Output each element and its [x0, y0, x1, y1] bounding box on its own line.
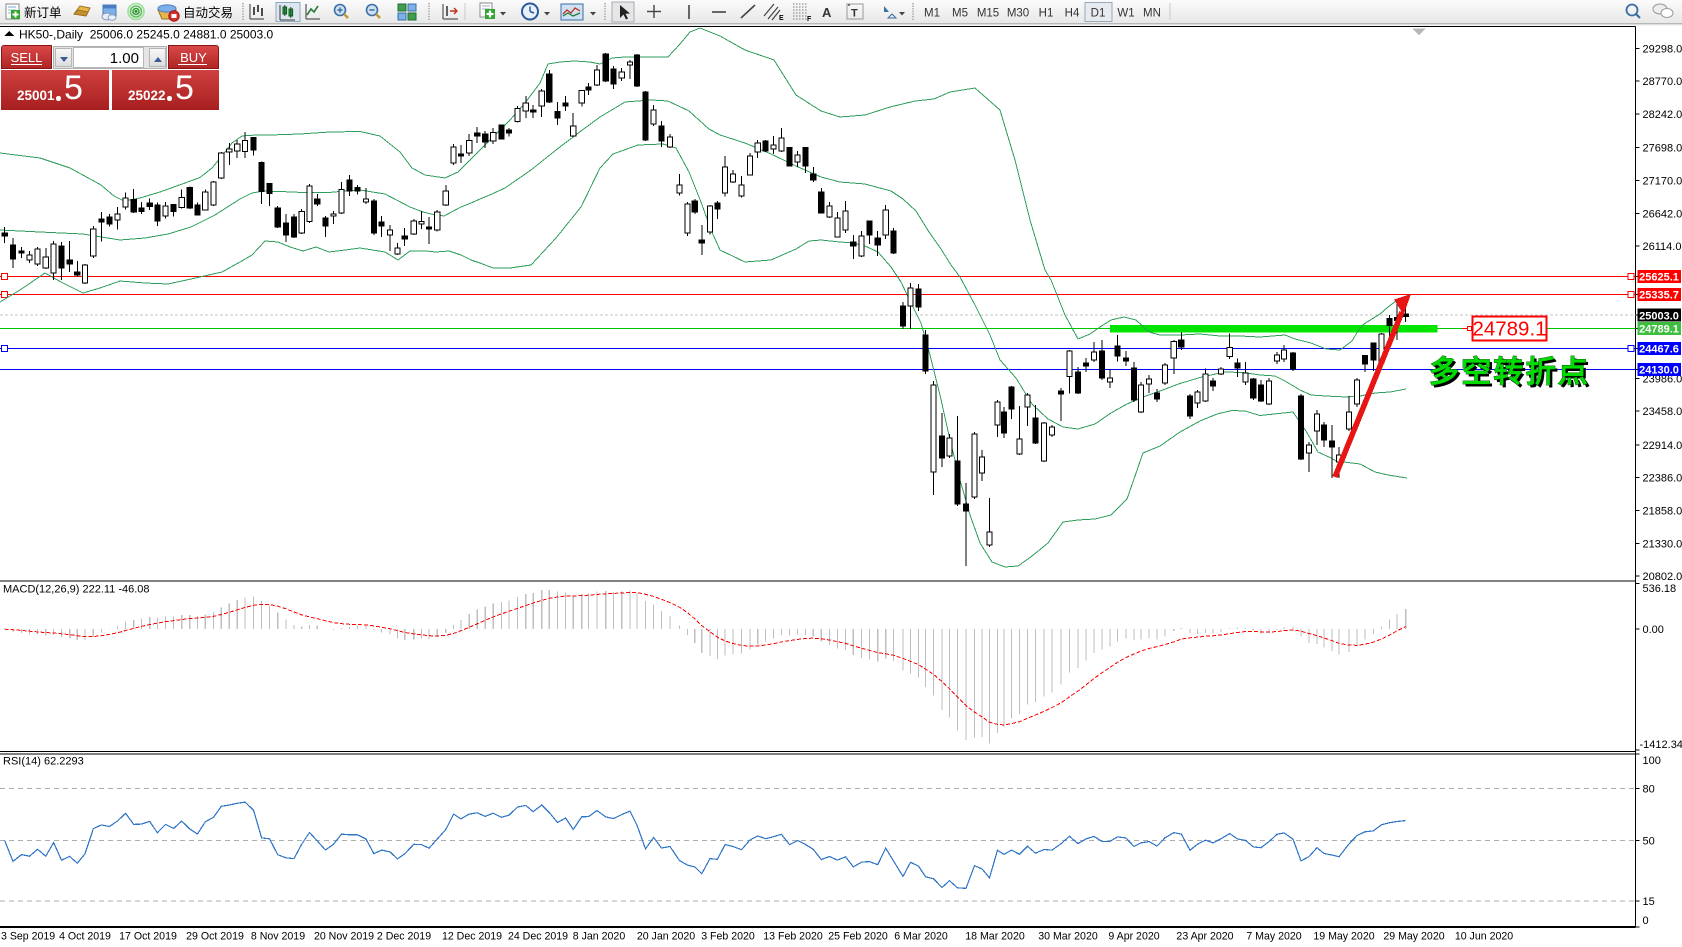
svg-text:30 Mar 2020: 30 Mar 2020 — [1038, 931, 1098, 943]
svg-text:18 Mar 2020: 18 Mar 2020 — [965, 931, 1025, 943]
svg-text:D1: D1 — [1091, 8, 1106, 20]
svg-text:23458.0: 23458.0 — [1643, 406, 1682, 418]
svg-text:24789.1: 24789.1 — [1472, 318, 1546, 341]
svg-text:多空转折点: 多空转折点 — [1429, 356, 1590, 389]
svg-text:M30: M30 — [1007, 8, 1029, 20]
svg-text:27170.0: 27170.0 — [1643, 176, 1682, 188]
svg-text:3 Feb 2020: 3 Feb 2020 — [701, 931, 755, 943]
svg-text:E: E — [779, 15, 784, 22]
svg-text:13 Feb 2020: 13 Feb 2020 — [763, 931, 823, 943]
svg-text:25625.1: 25625.1 — [1639, 272, 1679, 284]
svg-text:H4: H4 — [1065, 8, 1080, 20]
svg-text:自动交易: 自动交易 — [183, 5, 233, 20]
svg-text:6 Mar 2020: 6 Mar 2020 — [894, 931, 948, 943]
svg-text:0: 0 — [1643, 915, 1649, 927]
svg-text:29 May 2020: 29 May 2020 — [1383, 931, 1444, 943]
svg-text:RSI(14) 62.2293: RSI(14) 62.2293 — [3, 756, 84, 768]
svg-text:8 Nov 2019: 8 Nov 2019 — [251, 931, 305, 943]
svg-text:22386.0: 22386.0 — [1643, 473, 1682, 485]
svg-text:多空转折点: 多空转折点 — [1432, 359, 1593, 392]
svg-text:23 Apr 2020: 23 Apr 2020 — [1176, 931, 1233, 943]
svg-text:23986.0: 23986.0 — [1643, 373, 1682, 385]
svg-text:25003.0: 25003.0 — [1639, 310, 1679, 322]
svg-text:20 Nov 2019: 20 Nov 2019 — [314, 931, 374, 943]
svg-text:M5: M5 — [952, 8, 968, 20]
svg-text:100: 100 — [1643, 755, 1661, 767]
svg-text:-1412.34: -1412.34 — [1640, 739, 1682, 751]
svg-text:26642.0: 26642.0 — [1643, 208, 1682, 220]
svg-text:10 Jun 2020: 10 Jun 2020 — [1455, 931, 1513, 943]
svg-text:20 Jan 2020: 20 Jan 2020 — [637, 931, 695, 943]
svg-text:12 Dec 2019: 12 Dec 2019 — [442, 931, 502, 943]
svg-text:24 Dec 2019: 24 Dec 2019 — [508, 931, 568, 943]
svg-text:80: 80 — [1643, 784, 1655, 796]
svg-text:21858.0: 21858.0 — [1643, 506, 1682, 518]
svg-text:17 Oct 2019: 17 Oct 2019 — [119, 931, 177, 943]
svg-text:20802.0: 20802.0 — [1643, 571, 1682, 583]
svg-text:MACD(12,26,9) 222.11 -46.08: MACD(12,26,9) 222.11 -46.08 — [3, 584, 150, 596]
svg-text:M15: M15 — [977, 8, 999, 20]
svg-text:M1: M1 — [924, 8, 940, 20]
svg-text:F: F — [807, 16, 812, 23]
svg-text:A: A — [822, 5, 832, 20]
svg-text:新订单: 新订单 — [24, 5, 62, 20]
svg-text:MN: MN — [1143, 8, 1161, 20]
svg-text:4 Oct 2019: 4 Oct 2019 — [59, 931, 111, 943]
svg-text:19 May 2020: 19 May 2020 — [1313, 931, 1374, 943]
svg-text:28242.0: 28242.0 — [1643, 109, 1682, 121]
svg-text:536.18: 536.18 — [1643, 583, 1677, 595]
svg-text:29298.0: 29298.0 — [1643, 43, 1682, 55]
svg-text:26114.0: 26114.0 — [1643, 241, 1682, 253]
svg-text:2 Dec 2019: 2 Dec 2019 — [377, 931, 431, 943]
svg-text:25335.7: 25335.7 — [1639, 290, 1679, 302]
svg-text:24467.6: 24467.6 — [1639, 344, 1679, 356]
svg-text:24789.1: 24789.1 — [1639, 324, 1679, 336]
svg-text:8 Jan 2020: 8 Jan 2020 — [573, 931, 626, 943]
svg-text:29 Oct 2019: 29 Oct 2019 — [186, 931, 244, 943]
svg-text:24130.0: 24130.0 — [1639, 365, 1679, 377]
svg-text:0.00: 0.00 — [1643, 624, 1664, 636]
svg-text:HK50-,Daily 25006.0 25245.0 2: HK50-,Daily 25006.0 25245.0 24881.0 2500… — [19, 28, 274, 42]
svg-text:H1: H1 — [1039, 8, 1054, 20]
svg-text:T: T — [851, 8, 858, 20]
svg-text:3 Sep 2019: 3 Sep 2019 — [1, 931, 55, 943]
svg-text:15: 15 — [1643, 896, 1655, 908]
svg-text:21330.0: 21330.0 — [1643, 538, 1682, 550]
svg-text:27698.0: 27698.0 — [1643, 143, 1682, 155]
svg-text:9 Apr 2020: 9 Apr 2020 — [1108, 931, 1159, 943]
svg-text:W1: W1 — [1117, 8, 1134, 20]
svg-text:28770.0: 28770.0 — [1643, 76, 1682, 88]
svg-text:25 Feb 2020: 25 Feb 2020 — [828, 931, 888, 943]
svg-text:50: 50 — [1643, 836, 1655, 848]
svg-text:7 May 2020: 7 May 2020 — [1246, 931, 1301, 943]
svg-text:22914.0: 22914.0 — [1643, 440, 1682, 452]
